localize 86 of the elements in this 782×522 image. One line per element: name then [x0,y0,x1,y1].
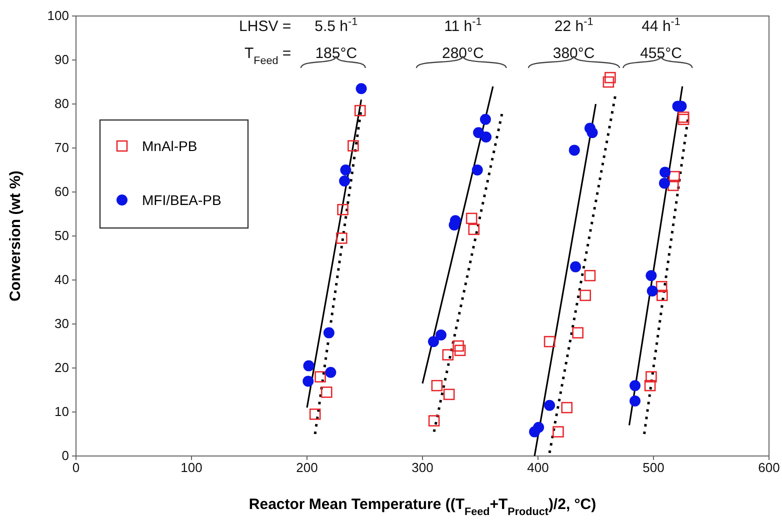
point [314,371,326,382]
point [320,386,332,398]
annotation: 280°C [442,45,484,62]
point [544,400,556,411]
annotation: 44 h$^{-1}$ [642,16,680,35]
annotation: LHSV = [239,18,292,35]
point [428,415,440,426]
point [646,371,657,382]
legend-label: MFI/BEA-PB [142,192,222,208]
point [323,327,334,338]
point [339,176,350,186]
point [660,166,671,178]
point [466,212,478,224]
annotation: 380°C [552,45,595,62]
point [442,349,454,360]
point [580,290,592,302]
point [570,261,582,272]
point [529,426,540,438]
point [452,340,464,352]
point [480,132,492,142]
y-tick-label: 30 [54,316,69,332]
y-tick-label: 50 [54,228,69,244]
point [443,388,455,400]
point [656,280,668,292]
y-tick-label: 20 [54,360,69,376]
point [646,286,658,296]
point [428,336,439,348]
point [678,114,690,126]
point [431,380,443,392]
point [552,426,564,438]
point [644,380,656,392]
point [480,114,491,125]
annotation: 185°C [315,45,358,62]
y-tick-label: 100 [47,8,69,24]
point [646,270,657,282]
point [340,164,352,176]
y-tick-label: 60 [54,184,69,200]
point [586,127,598,138]
y-axis-title: Conversion (wt %) [7,170,24,302]
y-tick-label: 10 [54,404,69,420]
point [584,270,596,282]
point [667,180,679,192]
point [354,104,366,116]
point [303,360,314,372]
point [468,224,480,236]
x-axis-title: Reactor Mean Temperature ((T$_{Feed}$+T$_{Product}$)/2, °C) [248,496,596,518]
annotation: 5.5 h$^{-1}$ [314,16,358,35]
x-tick-label: 600 [758,460,780,476]
annotation: 455°C [640,45,682,62]
point [348,140,359,152]
y-tick-label: 90 [54,52,69,68]
point [544,336,556,348]
point [325,366,336,378]
annotation: 22 h$^{-1}$ [554,16,594,35]
point [454,344,466,356]
y-tick-label: 0 [62,448,69,464]
point [356,83,367,94]
point [668,170,680,182]
annotation: 11 h$^{-1}$ [444,16,482,35]
x-tick-label: 400 [527,460,549,476]
x-tick-label: 200 [296,460,318,476]
x-tick-label: 500 [642,460,664,476]
point [309,408,321,420]
point [572,327,584,338]
x-tick-label: 100 [180,460,202,476]
point [561,402,573,414]
point [302,376,314,387]
x-tick-label: 300 [412,460,434,476]
point [656,290,668,302]
point [336,232,348,244]
point [568,144,580,156]
point [678,112,690,123]
legend-label: MnAl-PB [142,138,198,154]
point [602,76,614,88]
y-tick-label: 80 [54,96,69,112]
annotation: T$_{Feed}$ = [244,45,292,67]
point [658,178,670,189]
point [630,380,641,392]
x-tick-label: 0 [72,460,80,476]
point [435,330,446,340]
point [472,164,483,176]
point [604,72,616,84]
y-tick-label: 70 [54,140,69,156]
y-tick-label: 40 [54,272,69,288]
point [337,204,348,216]
point [630,396,641,406]
